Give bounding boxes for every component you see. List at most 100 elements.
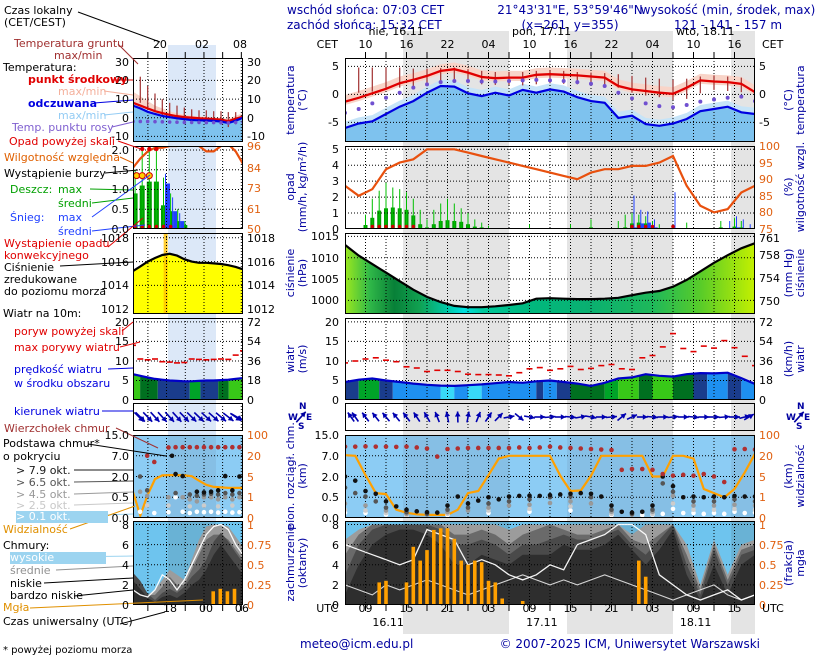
legend-item-dsr: średni (58, 197, 92, 210)
hour-label-utc: 03 (645, 602, 660, 615)
tick-label: 20 (247, 74, 261, 88)
panel-cloud-extent-mini (133, 435, 243, 518)
legend-item-temp_h: Temperatura: (3, 61, 77, 74)
tick-label: 20 (115, 74, 129, 88)
tick-label: 3 (332, 175, 339, 189)
legend-item-pod2: o pokryciu (3, 450, 61, 463)
date-label: 16.11 (372, 616, 404, 629)
tick-label: 8 (332, 518, 339, 532)
legend-item-o45: > 4.5 okt. (16, 488, 71, 501)
tick-label: 20 (325, 315, 339, 329)
legend-item-tmm: max/min (58, 85, 107, 98)
tick-label: 2 (122, 578, 129, 592)
legend-item-odcz: odczuwana (28, 97, 98, 110)
tick-label: 1012 (101, 303, 129, 317)
legend-item-pred1: prędkość wiatru (14, 363, 102, 376)
tick-label: 761 (759, 232, 780, 246)
tick-label: 0 (759, 512, 766, 525)
tick-label: 75 (759, 223, 773, 236)
legend-item-grunt2: max/min (54, 49, 103, 62)
tick-label: 1.0 (111, 183, 130, 197)
panel-cloud-cover (345, 521, 755, 605)
tick-label: 10 (325, 354, 339, 368)
legend-item-dmax: max (58, 183, 82, 196)
tick-label: 758 (759, 249, 780, 263)
tick-label: 1 (332, 207, 339, 221)
tick-label: 1 (759, 518, 766, 532)
tick-label: 100 (247, 429, 268, 442)
tick-label: 0.5 (321, 491, 340, 505)
tick-label: 0.5 (111, 203, 130, 217)
panel-pressure-mini (133, 233, 243, 314)
legend-item-snieg: Śnieg: (10, 211, 45, 224)
tick-label: 54 (247, 335, 261, 349)
panel-temperature (345, 58, 755, 142)
tick-label: 18 (759, 374, 773, 388)
hour-label-cet: 10 (686, 38, 701, 51)
mini-hour-label-utc: 06 (234, 602, 249, 615)
tick-label: 1000 (311, 294, 339, 308)
tick-label: 96 (247, 140, 261, 153)
axis-tick-marks (147, 605, 735, 611)
legend-item-rosa: Temp. punktu rosy (12, 121, 114, 134)
panel-cloud-cover-mini (133, 521, 243, 605)
hour-label-cet: 04 (481, 38, 496, 51)
tick-label: 0.75 (759, 538, 784, 552)
hour-label-cet: 16 (563, 38, 578, 51)
legend-item-burza: Wystąpienie burzy (4, 167, 106, 180)
tick-label: 95 (759, 156, 773, 170)
tick-label: 1014 (247, 279, 275, 293)
legend-item-widz: Widzialność (3, 523, 68, 536)
legend-item-pod1: Podstawa chmur* (3, 437, 100, 450)
day-label: wto, 18.11 (676, 25, 735, 38)
panel-temperature-mini (133, 58, 243, 142)
altitude-label: wysokość (min, środek, max) (640, 3, 816, 17)
tick-label: 4 (332, 159, 339, 173)
tick-label: 0 (332, 223, 339, 236)
tick-label: 0 (759, 88, 766, 102)
legend-item-konw2: konwekcyjnego (4, 249, 89, 262)
tick-label: 0.5 (111, 491, 130, 505)
legend-item-wiatr10: Wiatr na 10m: (3, 307, 82, 320)
tick-label: 750 (759, 294, 780, 308)
contact-email-link[interactable]: meteo@icm.edu.pl (300, 637, 414, 651)
utc-label: UTC (762, 602, 784, 615)
tick-label: 0.5 (759, 558, 777, 572)
hour-label-cet: 10 (522, 38, 537, 51)
axis-tick-marks (147, 52, 735, 58)
tick-label: 1014 (101, 279, 129, 293)
tick-label: 0.25 (759, 578, 784, 592)
tick-label: 61 (247, 203, 261, 217)
tick-label: 18 (247, 374, 261, 388)
tick-label: 2 (332, 578, 339, 592)
legend-item-bnis: bardzo niskie (10, 589, 83, 602)
tick-label: 0 (247, 394, 254, 407)
tick-label: 5 (332, 374, 339, 388)
panel-precipitation-mini (133, 146, 243, 229)
tick-label: 2 (332, 191, 339, 205)
mini-hour-label-utc: 18 (162, 602, 177, 615)
tick-label: 1005 (311, 273, 339, 287)
tick-label: 80 (759, 206, 773, 220)
mini-hour-label-local: 02 (194, 38, 209, 51)
grid-point-text: (x=261, y=355) (521, 18, 619, 32)
legend-item-smax: max (58, 211, 82, 224)
tick-label: 100 (759, 429, 780, 442)
tick-label: 100 (759, 140, 780, 153)
tick-label: 20 (759, 449, 773, 463)
legend-item-o65: > 6.5 okt. (16, 476, 71, 489)
legend-item-opadsk: Opad powyżej skali (9, 135, 115, 148)
date-label: 17.11 (526, 616, 558, 629)
footnote: * powyżej poziomu morza (3, 645, 133, 656)
hour-label-cet: 16 (399, 38, 414, 51)
legend-item-chm: Chmury: (3, 539, 50, 552)
tick-label: 1 (247, 518, 254, 532)
tick-label: 0.5 (247, 558, 265, 572)
mini-hour-label-local: 08 (233, 38, 248, 51)
hour-label-utc: 09 (522, 602, 537, 615)
cet-label: CET (316, 38, 338, 51)
legend-item-wys: wysokie (10, 552, 106, 564)
tick-label: 2.0 (111, 470, 130, 484)
